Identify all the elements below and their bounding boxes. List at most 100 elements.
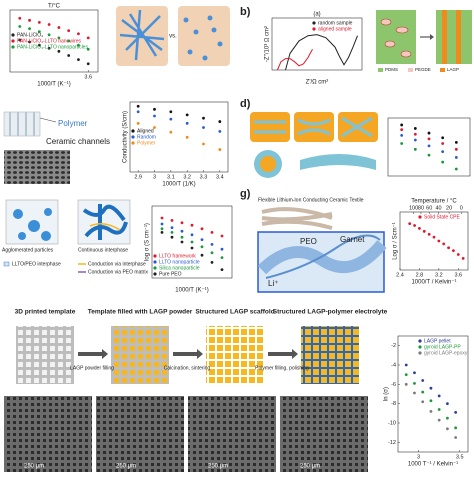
data-point xyxy=(169,110,173,114)
data-point xyxy=(404,363,408,367)
legend-label: LLTO framework xyxy=(159,253,196,259)
plot-frame xyxy=(397,335,469,453)
top-tick-label: 40 xyxy=(435,205,441,211)
data-point xyxy=(413,381,416,385)
data-point xyxy=(454,410,458,414)
legend-marker xyxy=(418,215,422,219)
data-point xyxy=(200,253,204,257)
data-point xyxy=(170,226,174,230)
data-point xyxy=(418,227,421,230)
data-point xyxy=(47,46,51,50)
legend-label: Conduction via PEO matrix xyxy=(88,269,149,275)
annotation: Polymer xyxy=(58,119,88,128)
x-tick-label: 3 xyxy=(153,174,156,180)
data-point xyxy=(28,18,31,22)
top-tick-label: 60 xyxy=(426,205,432,211)
y-tick-label: -2 xyxy=(391,343,396,349)
arrow-label: Polymer filling, polishing xyxy=(255,365,309,371)
data-point xyxy=(413,147,417,151)
annotation: Ceramic channels xyxy=(46,137,110,146)
legend-marker xyxy=(418,351,422,355)
data-point xyxy=(153,114,156,118)
legend-marker xyxy=(312,27,316,31)
data-point xyxy=(404,373,408,377)
x-axis-label: Z'/Ω cm² xyxy=(306,80,329,86)
series-line xyxy=(285,34,358,71)
data-point xyxy=(160,216,164,220)
data-point xyxy=(180,229,184,233)
data-point xyxy=(18,38,22,42)
data-point xyxy=(210,261,214,264)
data-point xyxy=(432,235,436,239)
annotation: Flexible Lithium-Ion Conducting Ceramic … xyxy=(258,197,364,203)
step-title: 3D printed template xyxy=(15,309,76,316)
vs-label: vs. xyxy=(169,34,177,40)
data-point xyxy=(461,257,465,260)
y-tick-label: -6 xyxy=(391,382,396,388)
panel-label: b) xyxy=(240,6,251,18)
data-point xyxy=(57,36,61,40)
legend-label: LAGP xyxy=(447,67,459,72)
data-point xyxy=(47,33,51,37)
data-point xyxy=(413,132,417,136)
particle-cartoons: Agglomerated particles Continuous interp… xyxy=(2,199,149,275)
data-point xyxy=(400,123,404,127)
legend-marker xyxy=(11,33,15,37)
data-point xyxy=(153,126,156,129)
data-point xyxy=(446,427,449,431)
legend-label: Conduction via interphase xyxy=(88,261,146,267)
data-point xyxy=(421,379,425,382)
legend-label: Pure PEO xyxy=(159,271,182,277)
x-tick-label: 3.2 xyxy=(435,272,443,278)
data-point xyxy=(77,43,80,47)
data-point xyxy=(67,39,71,43)
data-point xyxy=(190,233,194,237)
legend-marker xyxy=(11,39,15,43)
chart-title: T/°C xyxy=(48,4,61,10)
x-axis-label: 1000/T (K⁻¹) xyxy=(175,288,208,294)
y-axis-label: Conductivity (S/cm) xyxy=(123,111,129,163)
data-point xyxy=(180,240,184,244)
data-point xyxy=(185,135,189,139)
data-point xyxy=(220,268,224,271)
data-point xyxy=(218,120,222,123)
data-point xyxy=(220,247,224,251)
data-point xyxy=(454,167,458,171)
data-point xyxy=(441,136,445,140)
legend-label: Random xyxy=(137,134,156,140)
data-point xyxy=(442,242,446,246)
legend-label: PDMS xyxy=(385,67,398,72)
legend-marker xyxy=(312,21,316,25)
data-point xyxy=(190,240,194,244)
data-point xyxy=(400,134,404,137)
data-point xyxy=(67,54,71,57)
chart-title: (a) xyxy=(313,12,320,18)
y-axis-label: -Z''/10³ Ω cm² xyxy=(265,26,271,62)
data-point xyxy=(200,245,204,249)
data-point xyxy=(456,253,460,256)
legend-marker xyxy=(153,272,157,276)
legend-label: gyroid LAGP-epoxy xyxy=(424,350,468,356)
y-tick-label: -4 xyxy=(391,362,396,368)
legend-label: Aligned xyxy=(137,128,154,134)
annotation: Agglomerated particles xyxy=(2,247,54,253)
plot-frame xyxy=(399,211,469,271)
data-point xyxy=(210,251,214,255)
data-point xyxy=(28,27,31,30)
panel-label: d) xyxy=(240,98,251,110)
data-point xyxy=(422,229,426,233)
top-tick-label: 0 xyxy=(460,205,463,211)
legend-label: PAN-LiClO₄-LLTO nanoparticles xyxy=(17,44,88,50)
data-point xyxy=(18,16,22,20)
data-point xyxy=(218,148,222,151)
legend-label: gyroid LAGP-PP xyxy=(424,344,461,350)
x-tick-label: 3.6 xyxy=(454,272,462,278)
data-point xyxy=(160,227,164,231)
data-point xyxy=(28,40,31,44)
data-point xyxy=(170,231,174,234)
data-point xyxy=(437,418,441,422)
x-tick-label: 3.2 xyxy=(183,174,191,180)
x-tick-label: 3.6 xyxy=(84,74,92,80)
data-point xyxy=(413,371,416,375)
